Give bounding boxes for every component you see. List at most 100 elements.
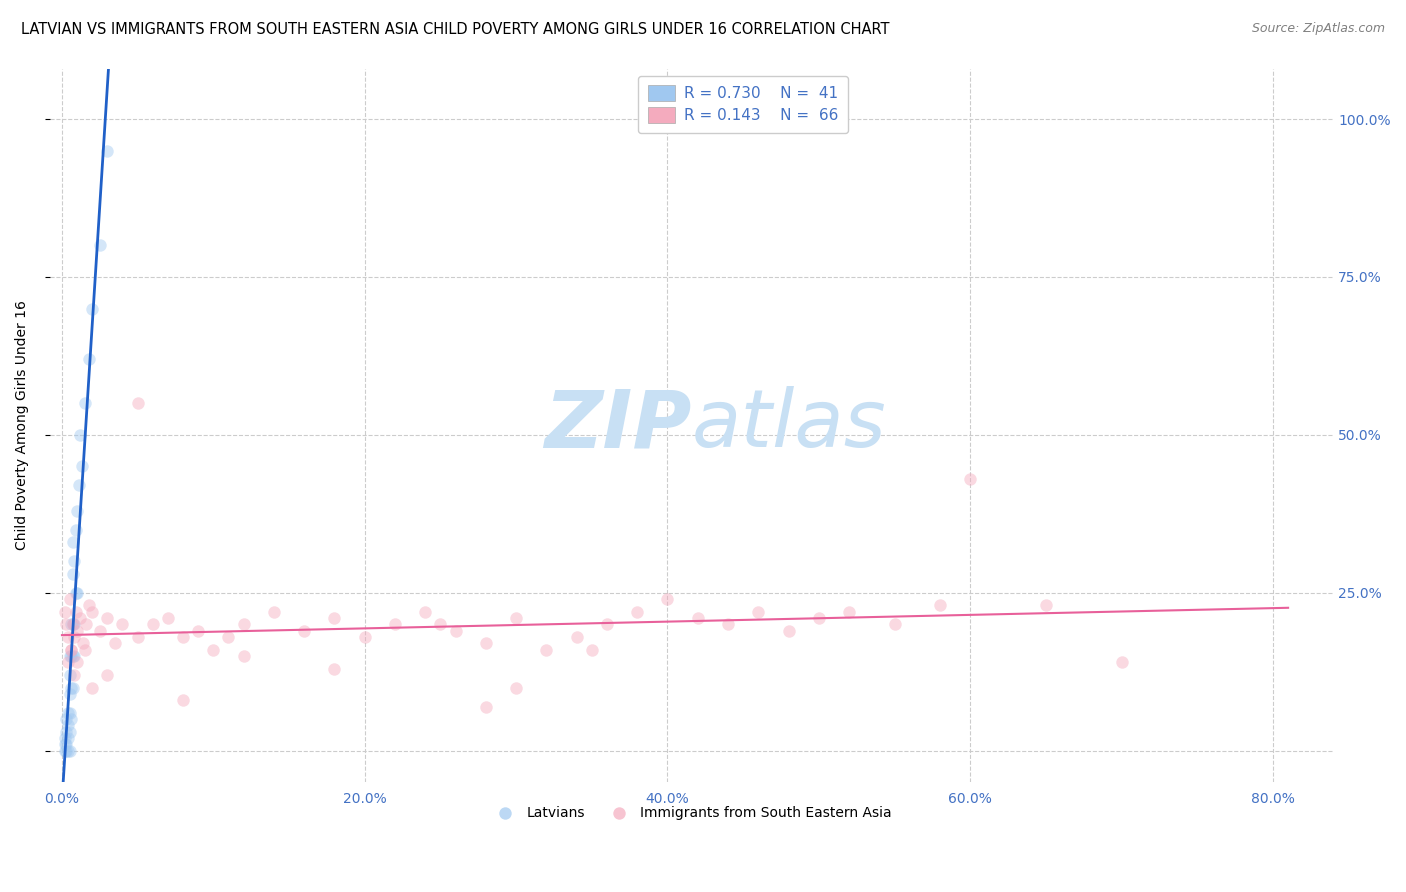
Point [62, 535, 84, 549]
Point [883, 617, 905, 632]
Point [172, 630, 194, 644]
Point [58, 706, 80, 720]
Point [581, 642, 603, 657]
Point [475, 636, 498, 650]
Point [747, 605, 769, 619]
Point [172, 693, 194, 707]
Text: ZIP: ZIP [544, 386, 692, 465]
Point [63, 554, 86, 568]
Point [596, 617, 619, 632]
Point [778, 624, 800, 638]
Point [232, 617, 254, 632]
Point [56, 630, 79, 644]
Text: Source: ZipAtlas.com: Source: ZipAtlas.com [1251, 22, 1385, 36]
Point [323, 611, 346, 625]
Point [1111, 656, 1133, 670]
Point [62, 617, 84, 632]
Point [70, 459, 93, 474]
Point [323, 662, 346, 676]
Point [73, 396, 96, 410]
Point [65, 523, 87, 537]
Point [66, 504, 89, 518]
Point [717, 617, 740, 632]
Point [56, 744, 79, 758]
Point [53, 731, 76, 745]
Point [56, 718, 79, 732]
Point [53, 744, 76, 758]
Point [263, 605, 285, 619]
Text: atlas: atlas [692, 386, 886, 465]
Point [505, 681, 527, 695]
Point [55, 712, 77, 726]
Point [55, 744, 77, 758]
Point [1035, 599, 1057, 613]
Point [82, 681, 104, 695]
Point [56, 706, 79, 720]
Point [63, 648, 86, 663]
Point [58, 592, 80, 607]
Point [73, 642, 96, 657]
Point [89, 624, 111, 638]
Point [53, 738, 76, 752]
Point [60, 648, 83, 663]
Point [187, 624, 209, 638]
Point [475, 699, 498, 714]
Point [156, 611, 179, 625]
Point [55, 738, 77, 752]
Point [353, 630, 375, 644]
Point [60, 617, 83, 632]
Point [66, 656, 89, 670]
Point [55, 724, 77, 739]
Point [959, 472, 981, 486]
Y-axis label: Child Poverty Among Girls Under 16: Child Poverty Among Girls Under 16 [15, 301, 30, 550]
Point [65, 605, 87, 619]
Point [89, 238, 111, 252]
Point [429, 617, 451, 632]
Point [292, 624, 315, 638]
Point [505, 611, 527, 625]
Point [60, 712, 83, 726]
Point [626, 605, 648, 619]
Point [565, 630, 588, 644]
Point [60, 681, 83, 695]
Point [536, 642, 558, 657]
Point [65, 586, 87, 600]
Point [111, 617, 134, 632]
Point [72, 636, 94, 650]
Point [657, 592, 679, 607]
Point [63, 668, 86, 682]
Point [104, 636, 127, 650]
Point [807, 611, 830, 625]
Point [96, 144, 118, 158]
Point [69, 611, 91, 625]
Point [62, 617, 84, 632]
Point [62, 648, 84, 663]
Point [142, 617, 165, 632]
Point [413, 605, 436, 619]
Point [60, 642, 83, 657]
Point [217, 630, 239, 644]
Text: LATVIAN VS IMMIGRANTS FROM SOUTH EASTERN ASIA CHILD POVERTY AMONG GIRLS UNDER 16: LATVIAN VS IMMIGRANTS FROM SOUTH EASTERN… [21, 22, 890, 37]
Point [686, 611, 709, 625]
Point [63, 630, 86, 644]
Legend: Latvians, Immigrants from South Eastern Asia: Latvians, Immigrants from South Eastern … [486, 800, 897, 825]
Point [62, 681, 84, 695]
Point [58, 687, 80, 701]
Point [53, 605, 76, 619]
Point [77, 599, 100, 613]
Point [96, 668, 118, 682]
Point [202, 642, 225, 657]
Point [58, 668, 80, 682]
Point [444, 624, 467, 638]
Point [929, 599, 952, 613]
Point [66, 624, 89, 638]
Point [232, 648, 254, 663]
Point [58, 724, 80, 739]
Point [75, 617, 97, 632]
Point [127, 630, 149, 644]
Point [56, 656, 79, 670]
Point [384, 617, 406, 632]
Point [69, 428, 91, 442]
Point [55, 617, 77, 632]
Point [63, 617, 86, 632]
